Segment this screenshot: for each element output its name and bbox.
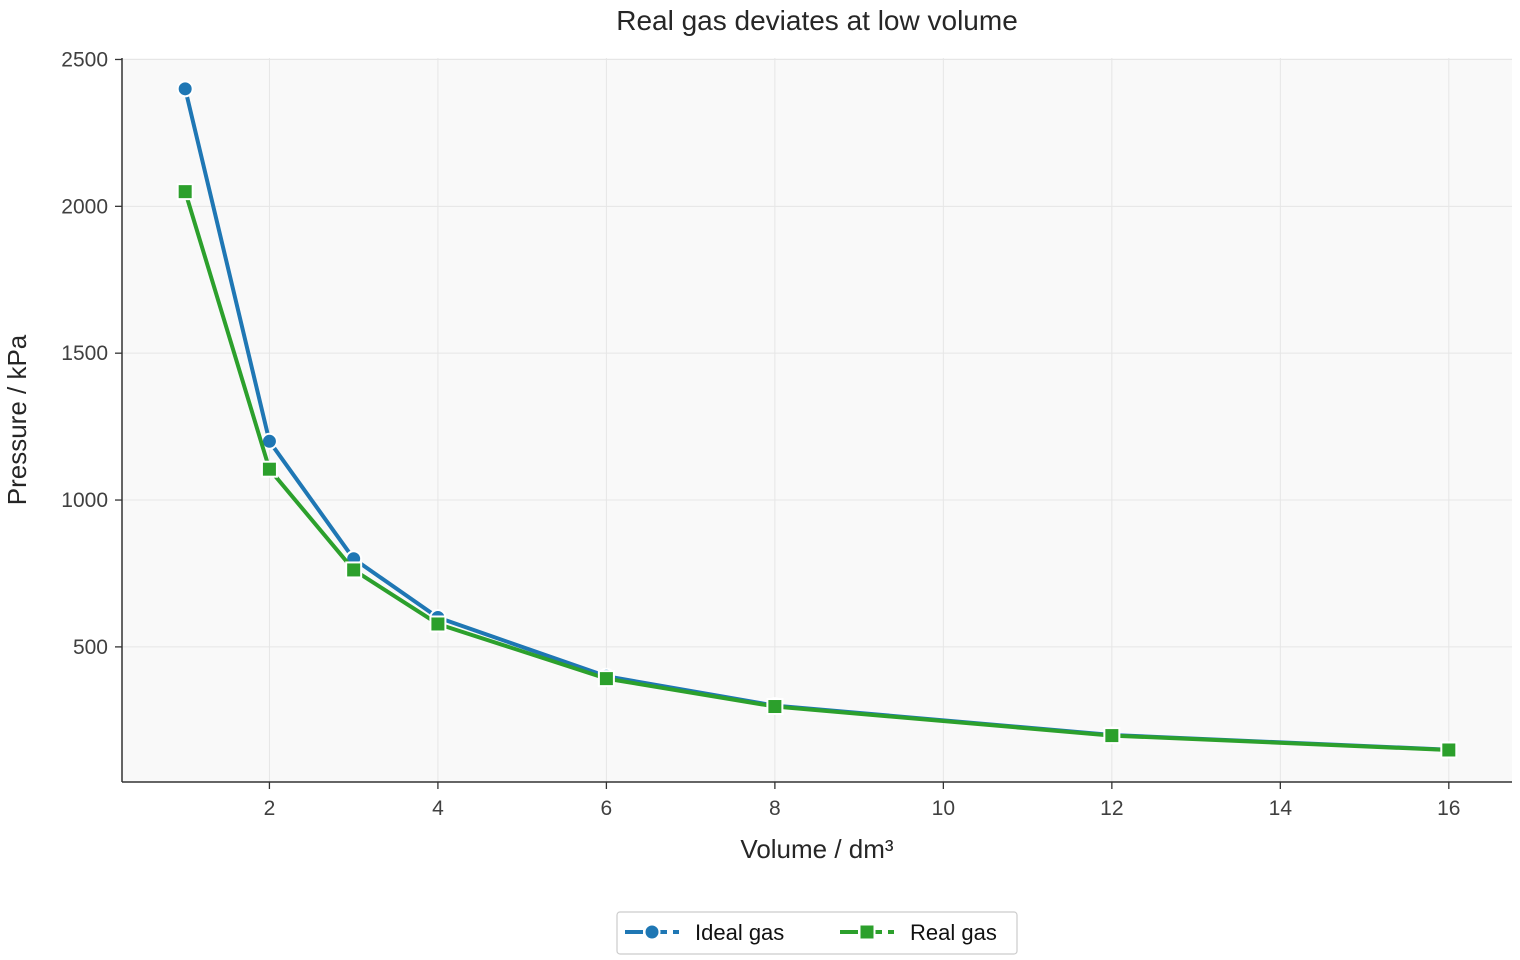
x-ticks: 2 4 6 8 10 12 14 16 [264,782,1460,820]
data-point-real-gas [260,460,278,478]
x-tick-label: 4 [432,797,444,820]
x-tick-label: 10 [932,797,955,820]
data-point-real-gas [597,670,615,688]
data-point-real-gas [429,615,447,633]
x-tick-label: 14 [1269,797,1293,820]
legend-marker-ideal-gas [643,923,661,941]
data-point-real-gas [176,183,194,201]
data-point-ideal-gas [176,80,194,98]
legend-marker-real-gas [858,923,876,941]
legend-entries: Ideal gas Real gas [625,920,997,945]
data-point-real-gas [1440,741,1458,759]
x-tick-label: 2 [264,797,276,820]
x-tick-label: 12 [1100,797,1123,820]
x-tick-label: 16 [1437,797,1460,820]
y-ticks: 500 1000 1500 2000 2500 [61,48,122,659]
data-point-real-gas [345,561,363,579]
legend: Ideal gas Real gas [616,911,1018,955]
legend-box [616,911,1018,955]
y-tick-label: 500 [73,636,108,659]
series-line-real-gas [183,189,1451,752]
y-tick-label: 1000 [61,489,108,512]
y-tick-label: 2500 [61,48,108,71]
legend-label-real-gas: Real gas [910,920,997,945]
data-point-real-gas [1103,727,1121,745]
x-axis-label: Volume / dm³ [740,834,894,864]
series-real-gas [176,183,1458,759]
y-tick-label: 2000 [61,195,108,218]
y-tick-label: 1500 [61,342,108,365]
legend-label-ideal-gas: Ideal gas [695,920,784,945]
chart-title: Real gas deviates at low volume [616,5,1018,36]
grid [122,58,1512,782]
y-axis-label: Pressure / kPa [2,334,32,505]
x-tick-label: 8 [769,797,781,820]
x-tick-label: 6 [601,797,613,820]
plot-area [122,58,1512,782]
series-layer [176,80,1458,759]
data-point-real-gas [766,698,784,716]
